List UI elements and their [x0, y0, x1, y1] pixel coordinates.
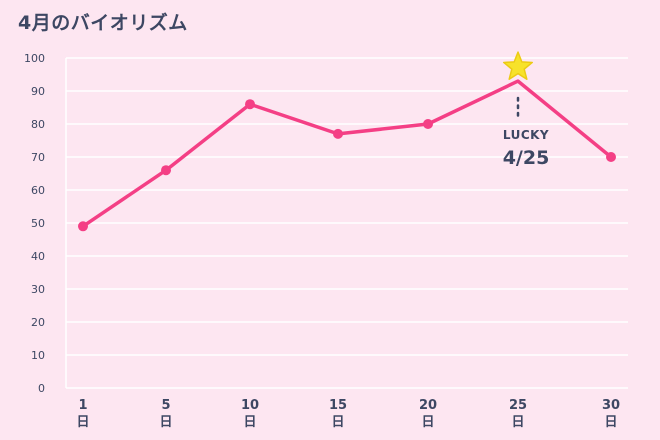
- x-tick-label: 5: [161, 398, 170, 413]
- x-tick-label: 20: [419, 398, 437, 413]
- x-tick-unit: 日: [76, 415, 89, 430]
- y-tick-label: 40: [31, 250, 45, 263]
- x-tick-label: 15: [329, 398, 347, 413]
- data-point-day-10: [245, 99, 255, 110]
- lucky-label: LUCKY: [503, 128, 549, 142]
- lucky-date: 4/25: [503, 147, 550, 169]
- x-tick-label: 1: [78, 398, 87, 413]
- data-point-day-1: [78, 221, 88, 232]
- x-tick-label: 25: [509, 398, 527, 413]
- y-tick-label: 60: [31, 184, 45, 197]
- y-tick-label: 50: [31, 217, 45, 230]
- x-tick-unit: 日: [159, 415, 172, 430]
- x-tick-unit: 日: [331, 415, 344, 430]
- x-tick-unit: 日: [604, 415, 617, 430]
- y-tick-label: 30: [31, 283, 45, 296]
- data-point-day-30: [606, 152, 616, 162]
- x-tick-label: 10: [241, 398, 259, 413]
- y-tick-label: 100: [24, 52, 45, 65]
- x-tick-unit: 日: [421, 415, 434, 430]
- grid-lines: [65, 57, 628, 389]
- data-point-day-20: [423, 119, 433, 129]
- y-tick-label: 70: [31, 151, 45, 164]
- series-biorhythm: [78, 79, 616, 232]
- x-tick-unit: 日: [243, 415, 256, 430]
- data-point-day-15: [333, 128, 343, 139]
- data-point-day-5: [161, 165, 171, 176]
- chart-title: 4月のバイオリズム: [18, 12, 188, 34]
- y-tick-label: 10: [31, 349, 45, 362]
- y-tick-label: 80: [31, 118, 45, 131]
- y-tick-label: 20: [31, 316, 45, 329]
- star-icon: [502, 51, 534, 80]
- x-tick-unit: 日: [511, 415, 524, 430]
- axes: 0 10 20 30 40 50 60 70 80 90 100 1 日 5 日 10 日 15 日 20 日 25 日 30…: [24, 52, 620, 430]
- y-tick-label: 90: [31, 85, 45, 98]
- x-tick-label: 30: [602, 398, 620, 413]
- y-tick-label: 0: [38, 382, 45, 395]
- lucky-annotation: LUCKY 4/25: [502, 51, 550, 169]
